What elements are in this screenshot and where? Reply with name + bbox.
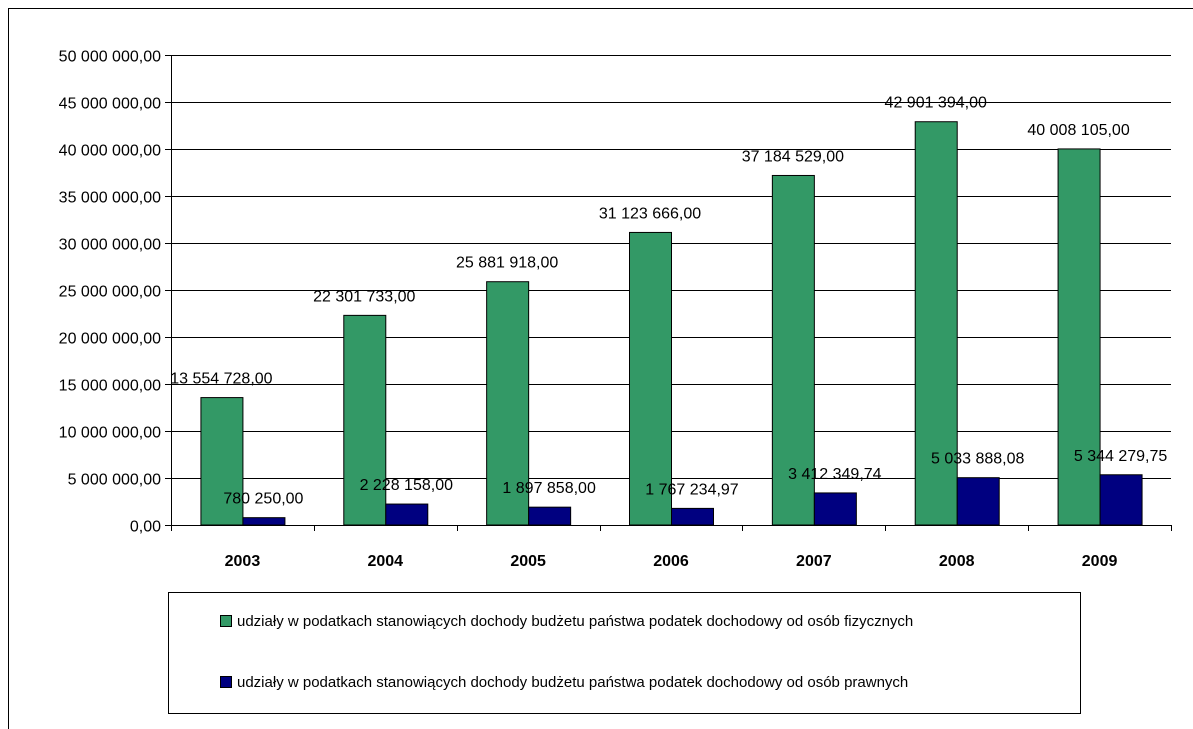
data-label-series-2: 1 897 858,00 — [502, 480, 596, 497]
x-tick-label: 2003 — [225, 553, 261, 570]
x-tick-label: 2004 — [367, 553, 403, 570]
y-tick-label: 45 000 000,00 — [59, 96, 161, 113]
data-label-series-2: 5 344 279,75 — [1074, 448, 1168, 465]
data-label-series-1: 37 184 529,00 — [742, 148, 844, 165]
bars — [200, 121, 1143, 526]
bar-series-1 — [771, 174, 815, 526]
data-label-series-1: 25 881 918,00 — [456, 255, 558, 272]
data-label-series-2: 780 250,00 — [223, 491, 303, 508]
bar-series-1 — [914, 121, 958, 526]
legend-label-series-2: udziały w podatkach stanowiących dochody… — [237, 674, 908, 691]
x-tick-label: 2008 — [939, 553, 975, 570]
bar-series-2 — [671, 507, 714, 526]
y-tick-label: 15 000 000,00 — [59, 378, 161, 395]
legend-swatch-series-2 — [220, 676, 232, 688]
data-label-series-1: 13 554 728,00 — [170, 371, 272, 388]
legend-swatch-series-1 — [220, 615, 232, 627]
x-tick-label: 2009 — [1082, 553, 1118, 570]
data-label-series-2: 1 767 234,97 — [645, 481, 739, 498]
bar-series-2 — [528, 506, 572, 526]
data-label-series-1: 40 008 105,00 — [1027, 122, 1129, 139]
x-tick-label: 2007 — [796, 553, 832, 570]
data-label-series-2: 5 033 888,08 — [931, 451, 1025, 468]
data-label-series-2: 3 412 349,74 — [788, 466, 882, 483]
bar-series-1 — [1057, 148, 1101, 526]
bar-series-2 — [385, 503, 429, 526]
y-axis-ticks: 0,00 5 000 000,00 10 000 000,00 15 000 000,… — [59, 49, 171, 536]
y-tick-label: 0,00 — [130, 519, 161, 536]
legend-box — [168, 592, 1081, 714]
x-tick-label: 2006 — [653, 553, 689, 570]
bar-series-2 — [242, 517, 286, 526]
x-axis-ticks: 2003 2004 2005 2006 2007 2008 2009 — [171, 525, 1172, 570]
bar-series-1 — [486, 281, 530, 526]
y-tick-label: 50 000 000,00 — [59, 49, 161, 66]
data-label-series-1: 42 901 394,00 — [885, 95, 987, 112]
x-tick-label: 2005 — [510, 553, 546, 570]
legend: udziały w podatkach stanowiących dochody… — [168, 592, 1081, 714]
bar-series-2 — [813, 492, 857, 526]
data-label-series-1: 22 301 733,00 — [313, 288, 415, 305]
y-tick-label: 30 000 000,00 — [59, 237, 161, 254]
y-tick-label: 5 000 000,00 — [68, 472, 162, 489]
y-tick-label: 20 000 000,00 — [59, 331, 161, 348]
data-label-series-1: 31 123 666,00 — [599, 205, 701, 222]
data-label-series-2: 2 228 158,00 — [360, 477, 454, 494]
bar-series-2 — [1099, 474, 1143, 526]
y-tick-label: 40 000 000,00 — [59, 143, 161, 160]
y-tick-label: 35 000 000,00 — [59, 190, 161, 207]
y-tick-label: 10 000 000,00 — [59, 425, 161, 442]
bar-series-1 — [629, 231, 672, 526]
legend-label-series-1: udziały w podatkach stanowiących dochody… — [237, 613, 913, 630]
data-labels: 13 554 728,00 22 301 733,00 25 881 918,00 3… — [170, 95, 1167, 508]
bar-series-1 — [200, 397, 244, 526]
bar-series-2 — [956, 477, 1000, 526]
y-tick-label: 25 000 000,00 — [59, 284, 161, 301]
bar-series-1 — [343, 314, 387, 526]
